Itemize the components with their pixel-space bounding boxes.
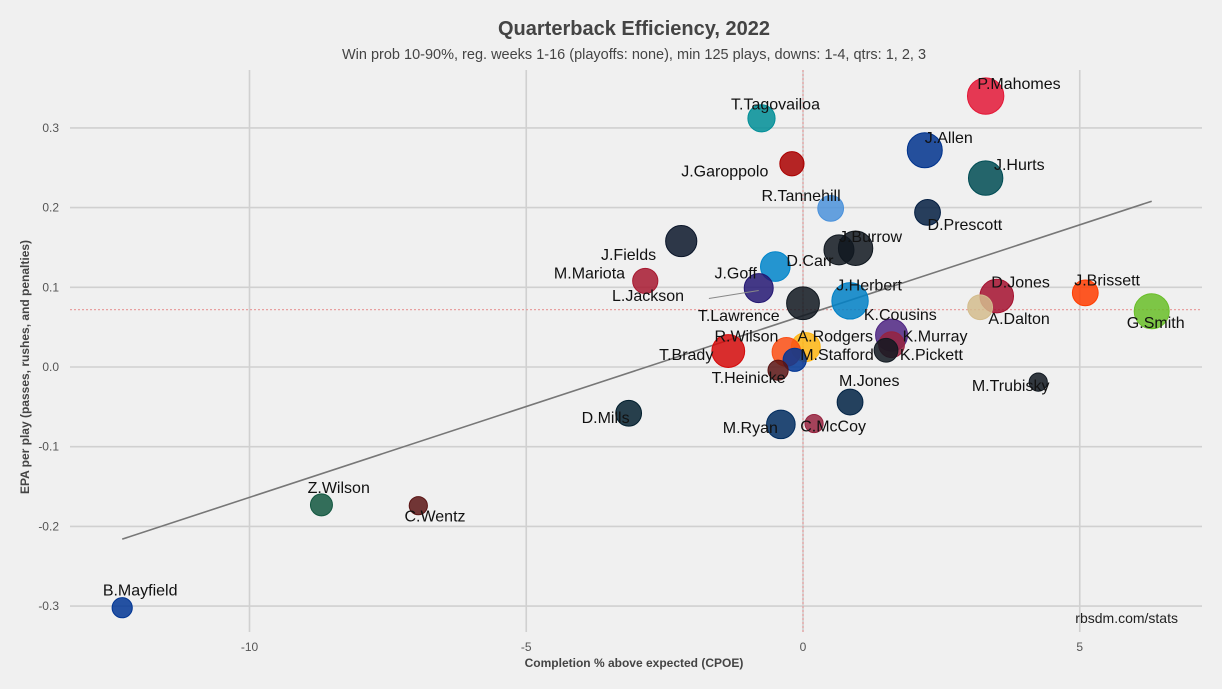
- point-label: L.Jackson: [612, 288, 684, 305]
- data-point: D.Prescott: [914, 198, 941, 226]
- point-label: J.Goff: [714, 266, 757, 283]
- data-point: T.Tagovailoa: [747, 104, 776, 133]
- x-tick-label: -5: [521, 640, 532, 654]
- point-labels: P.Mahomes T.Tagovailoa J.Allen J.Garoppolo J…: [103, 76, 1185, 600]
- data-point: C.Wentz: [408, 496, 428, 516]
- trend-line: [121, 200, 1152, 540]
- data-points: P.Mahomes T.Tagovailoa J.Allen J.Garoppolo J…: [111, 77, 1170, 619]
- data-point: T.Heinicke: [767, 359, 789, 381]
- trend-line-segment: [121, 200, 1152, 540]
- point-label: R.Tannehill: [761, 188, 840, 205]
- point-label: D.Jones: [991, 274, 1050, 291]
- point-label: G.Smith: [1127, 315, 1185, 332]
- data-point: K.Murray: [873, 337, 899, 363]
- leader-lines: [708, 289, 759, 299]
- data-point: M.Trubisky: [1028, 372, 1048, 392]
- y-axis-ticks: 0.3 0.2 0.1 0.0 -0.1 -0.2 -0.3: [38, 121, 59, 613]
- point-label: C.Wentz: [404, 509, 465, 526]
- data-point: J.Brissett: [1071, 279, 1099, 307]
- x-axis-ticks: -10 -5 0 5: [241, 640, 1084, 654]
- point-label: C.McCoy: [800, 419, 866, 436]
- y-tick-label: -0.1: [38, 440, 59, 454]
- point-label: M.Mariota: [554, 266, 625, 283]
- point-label: T.Heinicke: [712, 370, 786, 387]
- data-point: G.Smith: [1133, 293, 1170, 330]
- data-point: M.Mariota: [632, 267, 659, 295]
- point-label: J.Herbert: [836, 277, 902, 294]
- x-tick-label: 5: [1076, 640, 1083, 654]
- point-label: A.Dalton: [988, 311, 1049, 328]
- grid: [70, 70, 1202, 632]
- data-point: M.Ryan: [766, 409, 796, 440]
- data-point: J.Goff: [743, 273, 774, 304]
- chart-subtitle: Win prob 10-90%, reg. weeks 1-16 (playof…: [342, 47, 926, 63]
- data-point: P.Mahomes: [966, 77, 1005, 115]
- x-tick-label: 0: [800, 640, 807, 654]
- data-point: J.Herbert: [831, 282, 869, 320]
- data-point: D.Mills: [615, 399, 643, 427]
- y-tick-label: -0.3: [38, 599, 59, 613]
- point-label: M.Ryan: [723, 420, 778, 437]
- leader-line: [708, 289, 759, 299]
- point-label: A.Rodgers: [797, 328, 873, 345]
- y-axis-title: EPA per play (passes, rushes, and penalt…: [18, 240, 32, 494]
- point-label: D.Carr: [786, 253, 834, 270]
- point-label: J.Fields: [601, 247, 656, 264]
- point-label: T.Lawrence: [698, 308, 780, 325]
- point-label: M.Stafford: [800, 347, 874, 364]
- data-point: T.Lawrence: [786, 286, 820, 321]
- point-label: K.Cousins: [864, 307, 937, 324]
- y-tick-label: 0.1: [42, 280, 59, 294]
- point-label: M.Trubisky: [972, 378, 1050, 395]
- data-point: B.Mayfield: [111, 597, 133, 619]
- data-point: C.McCoy: [804, 413, 824, 434]
- data-point: T.Brady: [711, 334, 746, 368]
- data-point: R.Tannehill: [817, 194, 845, 222]
- data-point: M.Jones: [836, 388, 864, 416]
- point-label: K.Murray: [903, 328, 968, 345]
- data-point: J.Allen: [906, 132, 943, 169]
- point-label: M.Jones: [839, 373, 899, 390]
- point-label: J.Garoppolo: [681, 164, 768, 181]
- y-tick-label: -0.2: [38, 519, 59, 533]
- point-label: B.Mayfield: [103, 583, 178, 600]
- data-point: J.Fields: [665, 224, 698, 258]
- point-label: D.Prescott: [928, 217, 1003, 234]
- chart-title: Quarterback Efficiency, 2022: [498, 18, 770, 40]
- point-label: Z.Wilson: [308, 480, 370, 497]
- y-tick-label: 0.0: [42, 360, 59, 374]
- data-point: Cin2: [823, 234, 855, 266]
- point-label: J.Brissett: [1074, 273, 1140, 290]
- x-axis-title: Completion % above expected (CPOE): [525, 656, 744, 670]
- point-label: K.Pickett: [900, 347, 964, 364]
- y-tick-label: 0.2: [42, 201, 59, 215]
- credit-text: rbsdm.com/stats: [1075, 610, 1178, 626]
- data-point: D.Carr: [760, 251, 791, 282]
- data-point: Z.Wilson: [309, 493, 333, 517]
- point-label: J.Burrow: [839, 229, 903, 246]
- data-point: J.Hurts: [967, 160, 1004, 196]
- point-label: D.Mills: [582, 410, 630, 427]
- point-label: R.Wilson: [714, 328, 778, 345]
- point-label: T.Brady: [659, 347, 713, 364]
- point-label: T.Tagovailoa: [731, 97, 820, 114]
- point-label: J.Allen: [925, 130, 973, 147]
- point-label: J.Hurts: [994, 157, 1045, 174]
- x-tick-label: -10: [241, 640, 259, 654]
- y-tick-label: 0.3: [42, 121, 59, 135]
- data-point: M.Stafford: [782, 347, 807, 372]
- data-point: A.Dalton: [967, 294, 994, 321]
- point-label: P.Mahomes: [977, 76, 1060, 93]
- data-point: J.Garoppolo: [779, 151, 805, 177]
